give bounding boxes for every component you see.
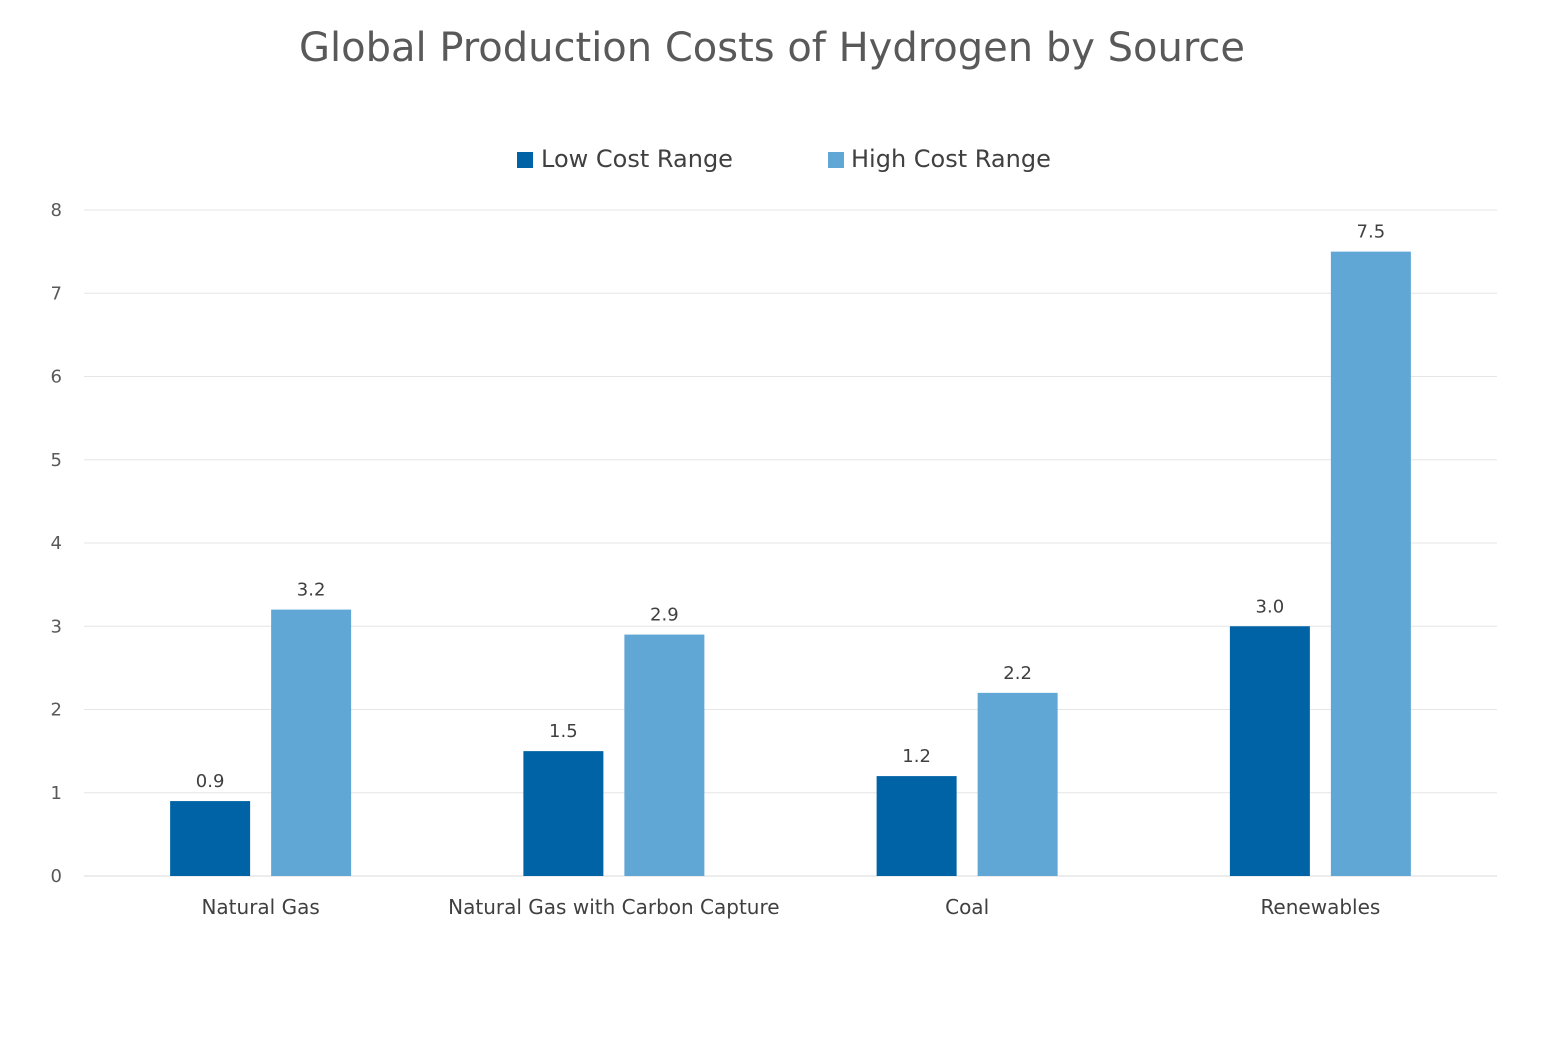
y-tick-label: 8 (51, 200, 62, 221)
legend-swatch-high-cost (828, 152, 844, 168)
bars (170, 251, 1411, 876)
data-label-high-cost-range-natural-gas: 3.2 (297, 580, 326, 601)
bar-high-cost-range-natural-gas-with-carbon-capture (624, 634, 705, 876)
y-tick-label: 1 (51, 783, 62, 804)
bar-high-cost-range-natural-gas (271, 609, 352, 876)
data-labels: 0.9 3.2 1.5 2.9 1.2 2.2 3.0 7.5 (196, 222, 1385, 792)
legend-label-high-cost: High Cost Range (851, 145, 1051, 173)
x-axis-categories: Natural Gas Natural Gas with Carbon Captu… (201, 895, 1380, 919)
y-tick-label: 5 (51, 450, 62, 471)
data-label-low-cost-range-coal: 1.2 (902, 746, 931, 767)
y-tick-label: 7 (51, 283, 62, 304)
legend: Low Cost Range High Cost Range (517, 145, 1051, 173)
y-tick-label: 0 (51, 866, 62, 887)
x-category-label-natural-gas: Natural Gas (201, 895, 319, 919)
x-category-label-renewables: Renewables (1260, 895, 1380, 919)
bar-high-cost-range-renewables (1330, 251, 1411, 876)
data-label-low-cost-range-natural-gas: 0.9 (196, 771, 225, 792)
data-label-high-cost-range-coal: 2.2 (1003, 663, 1032, 684)
y-tick-label: 2 (51, 700, 62, 721)
bar-low-cost-range-natural-gas-with-carbon-capture (523, 751, 604, 876)
bar-low-cost-range-coal (876, 776, 957, 876)
bar-low-cost-range-natural-gas (170, 801, 251, 876)
bar-high-cost-range-coal (977, 692, 1058, 876)
data-label-high-cost-range-renewables: 7.5 (1357, 222, 1386, 243)
data-label-low-cost-range-renewables: 3.0 (1256, 596, 1285, 617)
chart-title: Global Production Costs of Hydrogen by S… (299, 25, 1245, 71)
y-tick-label: 6 (51, 367, 62, 388)
x-category-label-natural-gas-with-carbon-capture: Natural Gas with Carbon Capture (448, 895, 779, 919)
legend-label-low-cost: Low Cost Range (541, 145, 733, 173)
y-tick-label: 4 (51, 533, 62, 554)
y-tick-label: 3 (51, 616, 62, 637)
legend-swatch-low-cost (517, 152, 533, 168)
y-axis-ticks: 0 1 2 3 4 5 6 7 8 (51, 200, 62, 887)
x-category-label-coal: Coal (945, 895, 989, 919)
data-label-low-cost-range-natural-gas-with-carbon-capture: 1.5 (549, 721, 578, 742)
data-label-high-cost-range-natural-gas-with-carbon-capture: 2.9 (650, 605, 679, 626)
bar-low-cost-range-renewables (1229, 626, 1310, 876)
